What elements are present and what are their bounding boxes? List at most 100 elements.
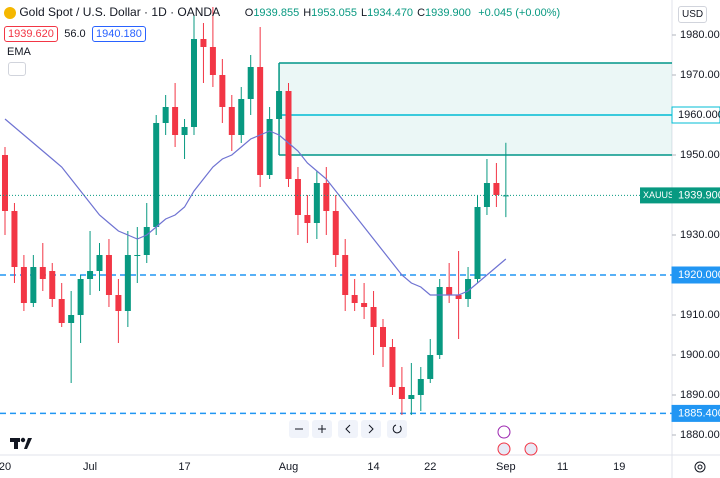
candle-body xyxy=(247,67,254,99)
candle-body xyxy=(162,107,169,123)
symbol-icon xyxy=(4,6,16,19)
candle-body xyxy=(398,387,405,399)
candle-body xyxy=(96,255,103,271)
candle-body xyxy=(58,299,65,323)
y-tick-label: 1980.000 xyxy=(680,29,720,41)
x-tick-label: 14 xyxy=(367,461,379,473)
ohlc-key: H xyxy=(303,7,312,19)
candle-body xyxy=(361,303,368,307)
candle-body xyxy=(49,271,56,299)
collapse-button[interactable] xyxy=(8,62,26,76)
x-tick-label: 17 xyxy=(178,461,190,473)
ohlc-value: 1939.900 xyxy=(425,7,471,19)
candle-body xyxy=(191,39,197,127)
candle-body xyxy=(77,279,84,315)
event-icons xyxy=(497,425,538,456)
candle-body xyxy=(417,379,424,395)
candle-body xyxy=(304,215,311,223)
candle-body xyxy=(455,295,462,299)
price-tag xyxy=(672,187,720,204)
y-tick-label: 1910.000 xyxy=(680,309,720,321)
zone xyxy=(279,63,672,155)
x-tick-label: 22 xyxy=(424,461,436,473)
candle-body xyxy=(87,271,94,279)
ask[interactable]: 1940.180 xyxy=(92,26,146,42)
y-tick-label: 1900.000 xyxy=(680,349,720,361)
level-label: 1885.400 xyxy=(678,407,720,419)
candle-body xyxy=(266,119,273,175)
currency[interactable]: USD xyxy=(678,6,708,23)
candle-body xyxy=(11,211,18,267)
x-tick-label: Sep xyxy=(496,461,516,473)
candle-body xyxy=(276,91,283,119)
ohlc: O1939.855 H1953.055 L1934.470 C1939.900 xyxy=(245,7,475,19)
candle-body xyxy=(332,211,339,255)
plot: 1880.000 1890.000 1900.000 1910.000 1920.000… xyxy=(0,7,720,473)
ema-line xyxy=(4,118,507,296)
candle-body xyxy=(389,347,396,387)
change: +0.045 (+0.00%) xyxy=(478,7,561,19)
candle-body xyxy=(143,227,150,255)
y-tick-label: 1880.000 xyxy=(680,429,720,441)
candle-body xyxy=(493,183,500,195)
x-tick-label: 19 xyxy=(613,461,625,473)
candle-body xyxy=(219,75,226,107)
ohlc-key: O xyxy=(244,7,254,19)
y-tick-label: 1890.000 xyxy=(680,389,720,401)
candle-body xyxy=(313,183,320,223)
candle-body xyxy=(153,123,160,227)
nav-buttons[interactable] xyxy=(289,420,407,438)
candle-body xyxy=(68,315,75,323)
candle-body xyxy=(465,279,472,299)
symbol-label: XAUUSD xyxy=(643,190,681,200)
indicator-name[interactable]: EMA xyxy=(7,46,31,58)
candle-body xyxy=(181,127,188,135)
candle-body xyxy=(285,91,292,179)
symbol-tag xyxy=(640,187,672,204)
level-tag xyxy=(671,404,720,422)
candle-body xyxy=(502,195,509,197)
ohlc-value: 1939.855 xyxy=(253,7,300,19)
candle-body xyxy=(172,107,179,135)
candle-body xyxy=(370,307,377,327)
candle-body xyxy=(427,355,434,379)
candle-body xyxy=(474,207,481,279)
candle-body xyxy=(294,179,301,215)
candle-body xyxy=(2,155,8,211)
candle-body xyxy=(115,295,122,311)
symbol-title: Gold Spot / U.S. Dollar · 1D · OANDA xyxy=(19,5,220,19)
price-label: 1939.900 xyxy=(678,189,720,201)
y-tick-label: 1950.000 xyxy=(680,149,720,161)
ohlc-value: 1953.055 xyxy=(311,7,358,19)
y-tick-label: 1930.000 xyxy=(680,229,720,241)
y-tick-label: 1970.000 xyxy=(680,69,720,81)
candle-body xyxy=(200,39,207,47)
header-row: Gold Spot / U.S. Dollar · 1D · OANDA O19… xyxy=(4,5,560,19)
ohlc-value: 1934.470 xyxy=(367,7,414,19)
settings-icon[interactable] xyxy=(694,461,706,473)
bid[interactable]: 1939.620 xyxy=(4,26,58,42)
candle-body xyxy=(323,183,330,211)
level-label: 1960.000 xyxy=(678,109,720,121)
candle-body xyxy=(257,67,264,175)
candle-body xyxy=(209,47,216,75)
candle-body xyxy=(238,99,245,135)
candle-body xyxy=(228,107,235,135)
spread: 56.0 xyxy=(64,28,86,40)
tv-logo xyxy=(10,437,32,449)
candle-body xyxy=(436,287,443,355)
level-label: 1920.000 xyxy=(678,269,720,281)
x-tick-label: Jul xyxy=(83,461,97,473)
candle-body xyxy=(380,327,386,347)
ohlc-key: C xyxy=(417,7,426,19)
candle-body xyxy=(105,255,112,295)
candle-body xyxy=(134,255,141,256)
candle-body xyxy=(20,267,27,303)
level-tag xyxy=(671,266,720,284)
candle-body xyxy=(39,267,46,279)
candle-body xyxy=(30,267,37,303)
x-tick-label: 11 xyxy=(557,461,568,473)
level-tag xyxy=(671,106,720,124)
